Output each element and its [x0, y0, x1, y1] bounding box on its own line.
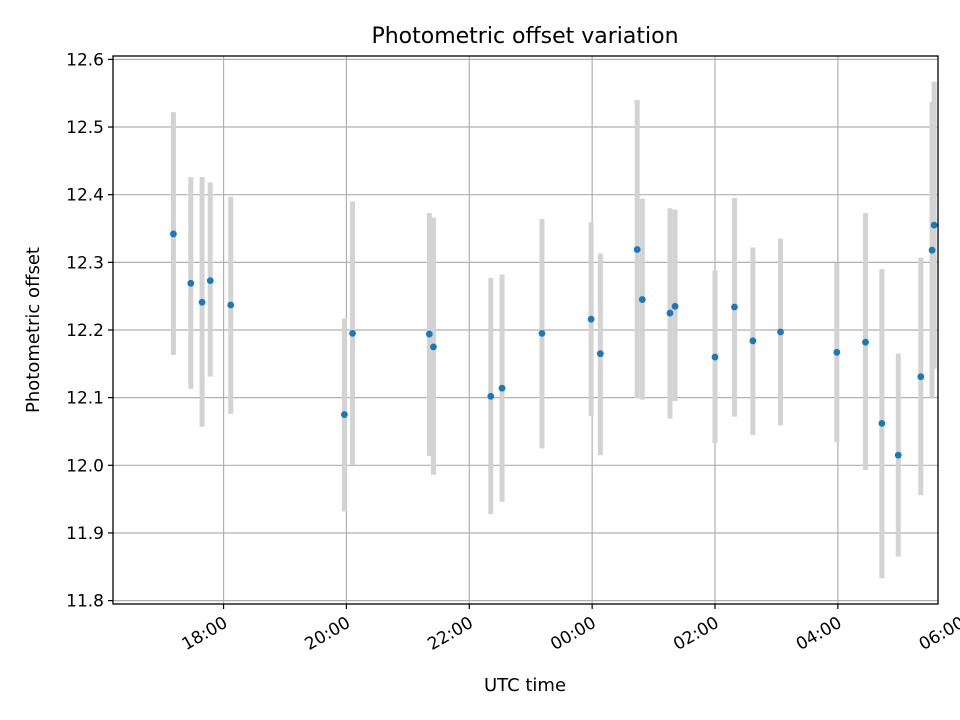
data-point — [206, 277, 214, 285]
data-point — [498, 384, 506, 392]
chart-title: Photometric offset variation — [371, 24, 678, 49]
data-point — [777, 328, 784, 336]
data-point — [349, 329, 356, 337]
data-point — [671, 302, 679, 310]
data-point — [587, 315, 595, 323]
data-point — [731, 303, 738, 311]
data-point — [930, 221, 938, 229]
y-tick-label: 12.3 — [66, 253, 104, 273]
y-tick-label: 12.0 — [66, 456, 104, 476]
data-point — [711, 353, 719, 361]
data-point — [928, 246, 936, 254]
data-point — [170, 230, 177, 238]
data-point — [340, 411, 348, 418]
data-point — [917, 373, 925, 381]
data-point — [430, 343, 437, 351]
y-tick-label: 12.4 — [66, 186, 104, 206]
data-point — [538, 329, 546, 337]
data-point — [894, 451, 902, 459]
data-point — [749, 337, 757, 345]
data-point — [878, 419, 886, 427]
data-point — [425, 330, 433, 338]
data-point — [487, 392, 495, 400]
y-tick-label: 12.6 — [66, 50, 104, 70]
data-point — [862, 338, 869, 346]
data-point — [227, 301, 235, 309]
y-tick-label: 12.1 — [66, 389, 104, 409]
x-axis-label: UTC time — [484, 675, 566, 696]
data-point — [638, 296, 646, 303]
data-point — [833, 348, 841, 356]
data-points — [170, 221, 938, 459]
data-point — [187, 279, 195, 287]
y-tick-label: 11.8 — [66, 592, 104, 612]
y-axis-label: Photometric offset — [23, 247, 44, 413]
y-tick-label: 12.5 — [66, 118, 104, 138]
y-axis: 11.8 11.9 12.0 12.1 12.2 12.3 12.4 12.5 12.6 — [66, 50, 113, 612]
y-tick-label: 11.9 — [66, 524, 104, 544]
data-point — [596, 350, 604, 358]
data-point — [666, 309, 674, 317]
data-point — [198, 298, 206, 306]
data-point — [633, 246, 641, 253]
y-tick-label: 12.2 — [66, 321, 104, 341]
